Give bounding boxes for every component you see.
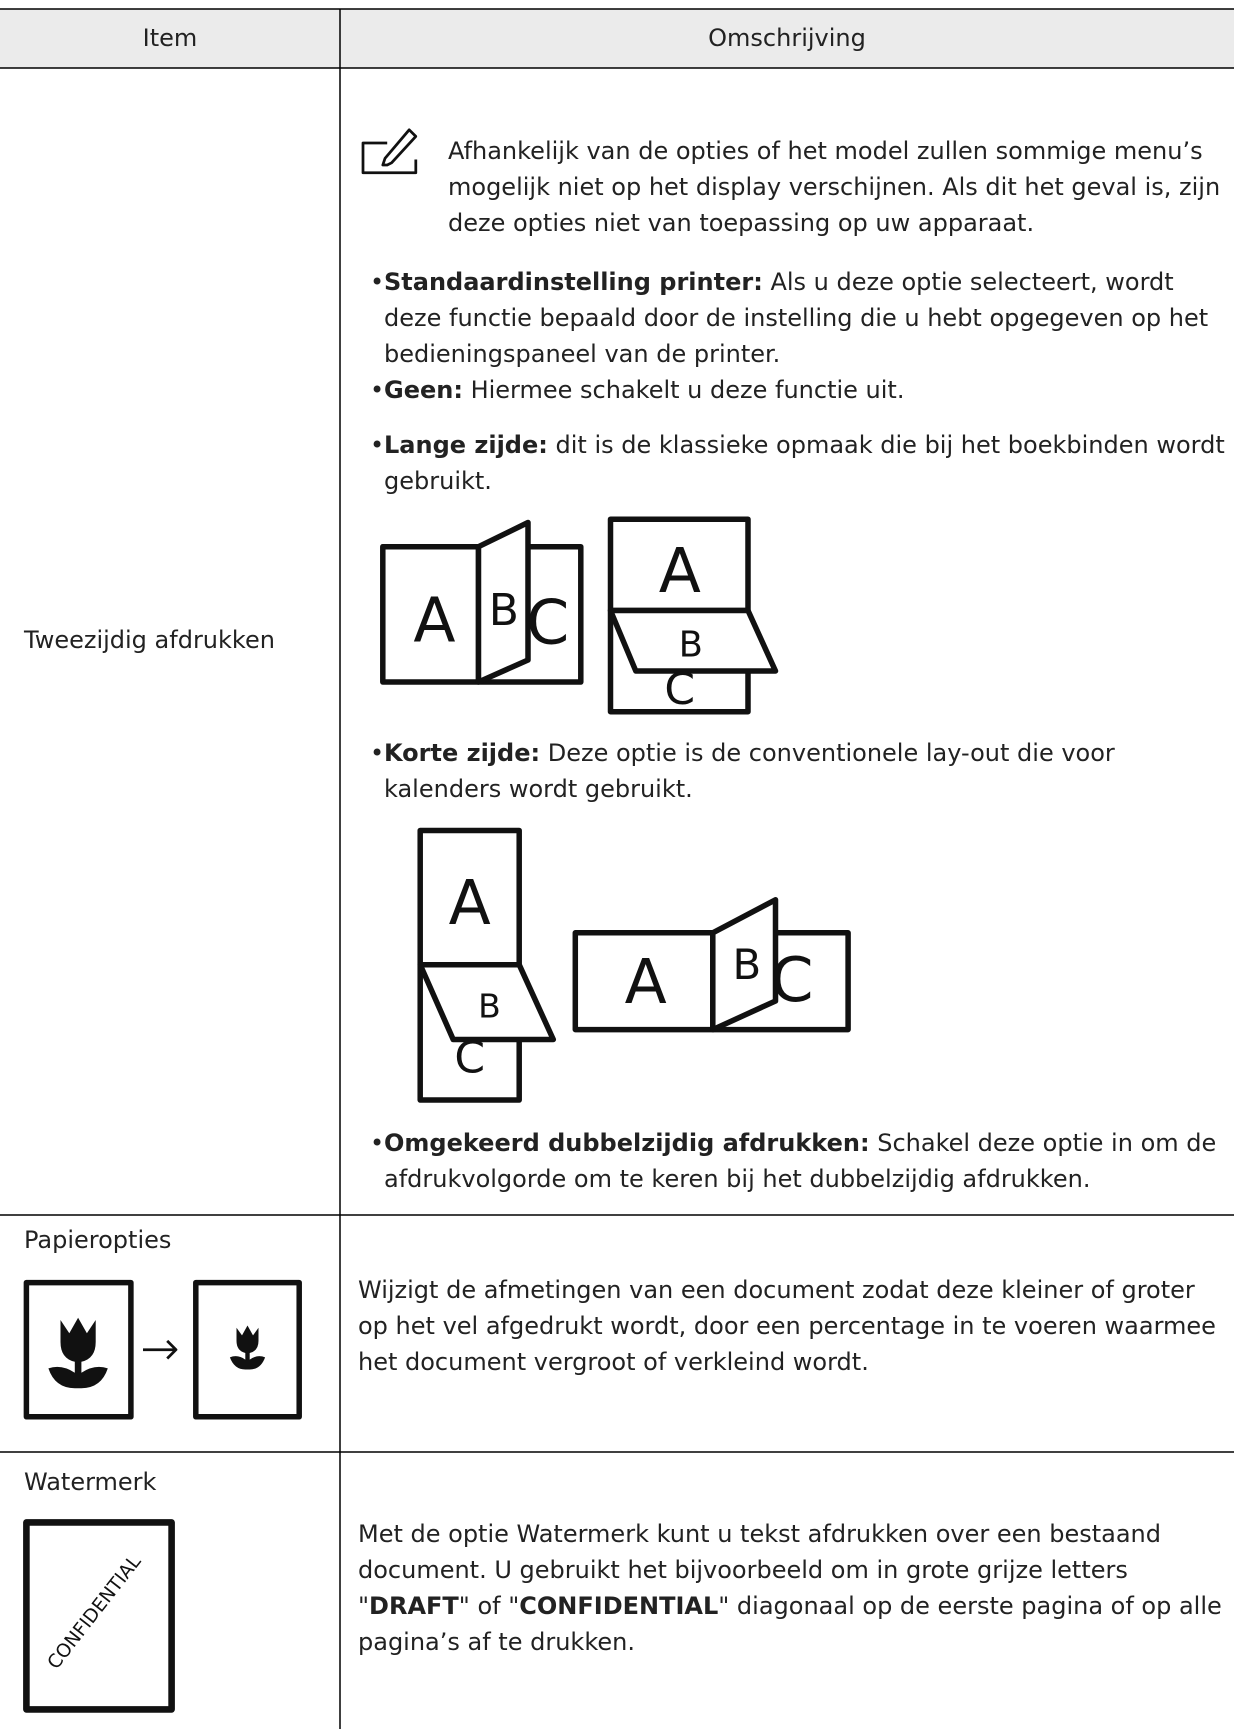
bullet-term: Lange zijde: (384, 431, 548, 459)
bullet-text: Hiermee schakelt u deze functie uit. (470, 376, 905, 404)
item-label: Tweezijdig afdrukken (24, 626, 275, 654)
bullet-text: Schakel deze optie in om de afdrukvolgor… (384, 1129, 1217, 1193)
bullet: Korte zijde: Deze optie is de convention… (370, 735, 1229, 807)
scale-icon (23, 1279, 302, 1420)
item-label: Watermerk (24, 1468, 157, 1496)
bullet-term: Geen: (384, 376, 463, 404)
watermark-icon: CONFIDENTIAL (23, 1519, 175, 1713)
letter: A (625, 946, 667, 1018)
short-edge-illustration: A B C A B C (417, 827, 851, 1103)
bullet-term: Omgekeerd dubbelzijdig afdrukken: (384, 1129, 870, 1157)
letter: A (413, 584, 455, 656)
bullet-text: Deze optie is de conventionele lay-out d… (384, 739, 1115, 803)
letter: C (454, 1033, 485, 1084)
bullet-text: dit is de klassieke opmaak die bij het b… (384, 431, 1225, 495)
bullet-text: Als u deze optie selecteert, wordt deze … (384, 268, 1209, 368)
letter: B (478, 987, 501, 1026)
bullet: Lange zijde: dit is de klassieke opmaak … (370, 427, 1229, 499)
item-label: Papieropties (24, 1226, 172, 1254)
letter: C (526, 587, 569, 659)
bullet-term: Korte zijde: (384, 739, 541, 767)
text-segment: " diagonaal op de eerste pagina of op al… (358, 1592, 1222, 1656)
description: Met de optie Watermerk kunt u tekst afdr… (358, 1516, 1223, 1660)
letter: B (489, 585, 519, 636)
description: Wijzigt de afmetingen van een document z… (358, 1276, 1216, 1376)
text-segment: " of " (458, 1592, 520, 1620)
note-icon (361, 128, 418, 175)
letter: B (733, 940, 762, 989)
letter: C (770, 944, 813, 1016)
bullet-term: Standaardinstelling printer: (384, 268, 763, 296)
text-segment: Met de optie Watermerk kunt u tekst afdr… (358, 1520, 1161, 1620)
letter: A (449, 867, 491, 939)
bullet: Standaardinstelling printer: Als u deze … (370, 264, 1229, 372)
watermark-text: CONFIDENTIAL (44, 1551, 146, 1673)
note-text: Afhankelijk van de opties of het model z… (448, 137, 1221, 237)
header-cell: Item (142, 24, 198, 52)
letter: B (679, 625, 703, 666)
letter: C (664, 664, 695, 715)
text-segment: DRAFT (369, 1592, 459, 1620)
bullet: Omgekeerd dubbelzijdig afdrukken: Schake… (370, 1125, 1229, 1197)
header-bg (0, 9, 1234, 68)
bullet: Geen: Hiermee schakelt u deze functie ui… (370, 372, 1229, 408)
text-segment: CONFIDENTIAL (519, 1592, 719, 1620)
letter: A (659, 535, 701, 607)
long-edge-illustration: A B C A B C (380, 516, 779, 715)
header-cell: Omschrijving (708, 24, 866, 52)
